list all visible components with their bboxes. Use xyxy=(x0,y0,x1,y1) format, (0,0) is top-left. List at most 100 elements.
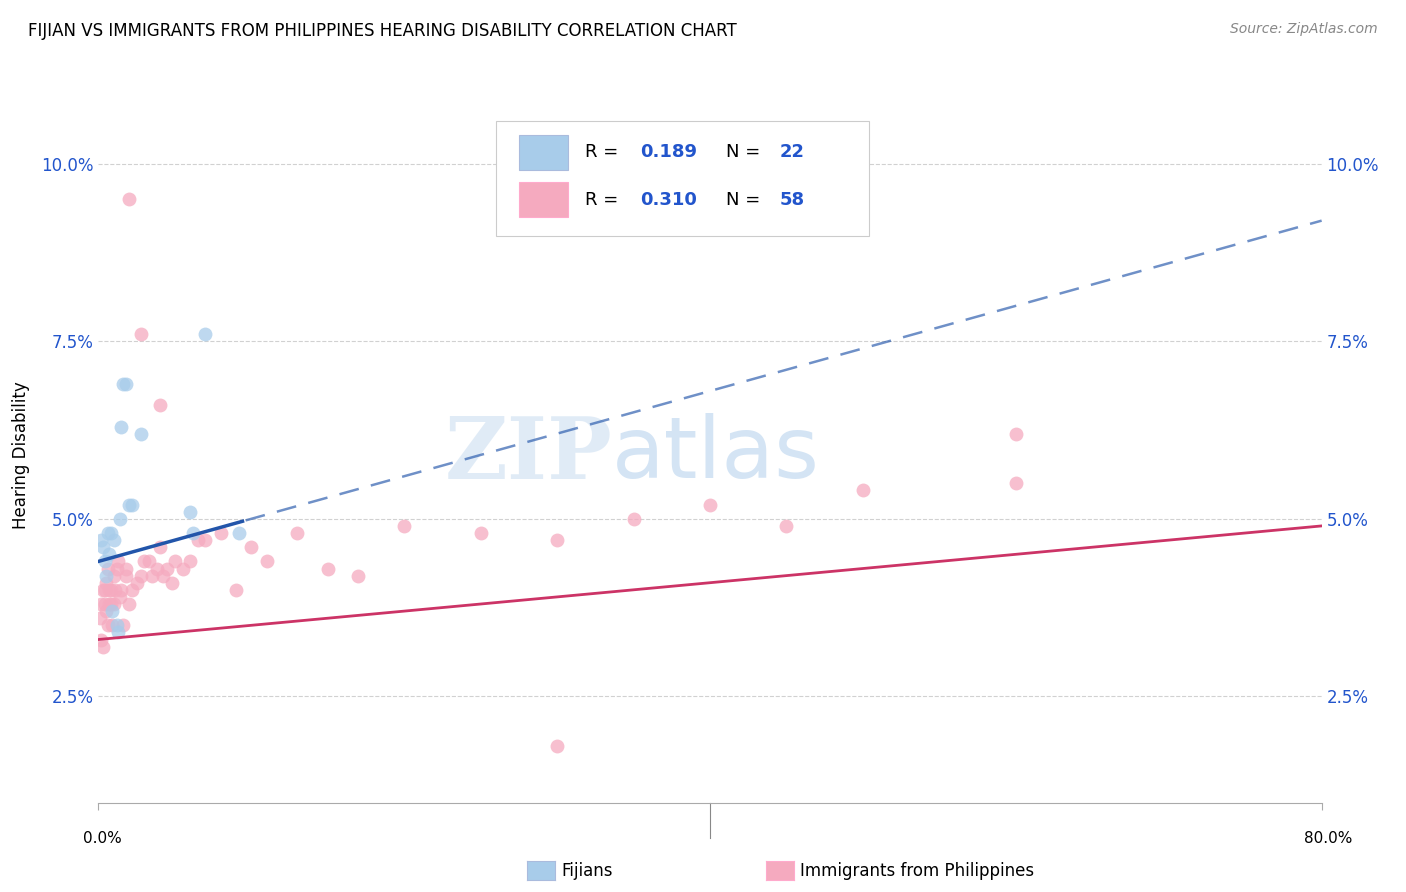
Text: R =: R = xyxy=(585,191,624,209)
Text: 0.0%: 0.0% xyxy=(83,831,122,846)
Point xyxy=(103,568,125,582)
Point xyxy=(108,512,131,526)
Point xyxy=(115,376,138,391)
Point xyxy=(1004,426,1026,441)
Point xyxy=(179,505,201,519)
Point xyxy=(240,540,263,554)
Point xyxy=(156,561,179,575)
Point xyxy=(107,554,129,568)
Point xyxy=(103,597,125,611)
Point xyxy=(91,582,114,597)
Text: Immigrants from Philippines: Immigrants from Philippines xyxy=(800,862,1035,880)
Point xyxy=(103,533,125,548)
Point xyxy=(134,554,156,568)
Point xyxy=(129,568,152,582)
Point xyxy=(347,568,370,582)
Point xyxy=(141,568,163,582)
Point xyxy=(111,618,134,632)
Point xyxy=(91,540,114,554)
Point xyxy=(97,526,120,541)
Point xyxy=(775,519,797,533)
Point xyxy=(546,739,568,753)
Point xyxy=(101,618,124,632)
Text: 22: 22 xyxy=(780,144,804,161)
Point xyxy=(90,597,112,611)
Point xyxy=(1004,476,1026,491)
Point xyxy=(90,632,112,647)
Point xyxy=(104,582,127,597)
Point xyxy=(98,597,121,611)
Point xyxy=(94,604,117,618)
Text: N =: N = xyxy=(725,191,766,209)
Text: 80.0%: 80.0% xyxy=(1305,831,1353,846)
Point xyxy=(90,533,112,548)
Point xyxy=(316,561,339,575)
Point xyxy=(228,526,250,541)
Point xyxy=(101,604,124,618)
Point xyxy=(115,561,138,575)
Point xyxy=(93,582,115,597)
Point xyxy=(160,575,183,590)
Point xyxy=(187,533,209,548)
Point xyxy=(392,519,416,533)
Point xyxy=(129,327,152,342)
Text: atlas: atlas xyxy=(612,413,820,497)
Point xyxy=(100,597,122,611)
Text: 0.310: 0.310 xyxy=(640,191,697,209)
Point xyxy=(172,561,194,575)
FancyBboxPatch shape xyxy=(519,135,568,169)
Point xyxy=(194,327,217,342)
Point xyxy=(225,582,247,597)
Point xyxy=(89,611,111,625)
Text: Fijians: Fijians xyxy=(561,862,613,880)
Point xyxy=(285,526,308,541)
Point xyxy=(105,561,128,575)
Text: N =: N = xyxy=(725,144,766,161)
Point xyxy=(149,398,172,412)
Point xyxy=(91,640,114,654)
Point xyxy=(138,554,160,568)
Point xyxy=(546,533,568,548)
Point xyxy=(107,625,129,640)
Point xyxy=(110,582,132,597)
Point xyxy=(110,419,132,434)
Y-axis label: Hearing Disability: Hearing Disability xyxy=(11,381,30,529)
Point xyxy=(98,547,121,561)
Point xyxy=(470,526,492,541)
Text: FIJIAN VS IMMIGRANTS FROM PHILIPPINES HEARING DISABILITY CORRELATION CHART: FIJIAN VS IMMIGRANTS FROM PHILIPPINES HE… xyxy=(28,22,737,40)
FancyBboxPatch shape xyxy=(496,121,869,235)
Point xyxy=(256,554,278,568)
Point xyxy=(163,554,186,568)
Point xyxy=(179,554,201,568)
Point xyxy=(121,498,143,512)
Point xyxy=(115,568,138,582)
Point xyxy=(121,582,143,597)
Point xyxy=(194,533,217,548)
Point xyxy=(97,561,120,575)
Point xyxy=(181,526,204,541)
Point xyxy=(93,554,115,568)
Point xyxy=(105,618,128,632)
Point xyxy=(94,568,117,582)
Point xyxy=(145,561,167,575)
Point xyxy=(100,582,122,597)
Point xyxy=(118,192,141,206)
Point xyxy=(125,575,148,590)
Point xyxy=(699,498,721,512)
Point xyxy=(209,526,232,541)
Text: 58: 58 xyxy=(780,191,804,209)
Point xyxy=(852,483,875,498)
Point xyxy=(129,426,152,441)
Point xyxy=(97,618,120,632)
Point xyxy=(623,512,645,526)
Point xyxy=(108,590,131,604)
Point xyxy=(118,498,141,512)
Text: ZIP: ZIP xyxy=(444,413,612,497)
Point xyxy=(152,568,174,582)
Text: Source: ZipAtlas.com: Source: ZipAtlas.com xyxy=(1230,22,1378,37)
Point xyxy=(98,582,121,597)
Point xyxy=(93,597,115,611)
Text: 0.189: 0.189 xyxy=(640,144,697,161)
Point xyxy=(100,526,122,541)
Point xyxy=(118,597,141,611)
